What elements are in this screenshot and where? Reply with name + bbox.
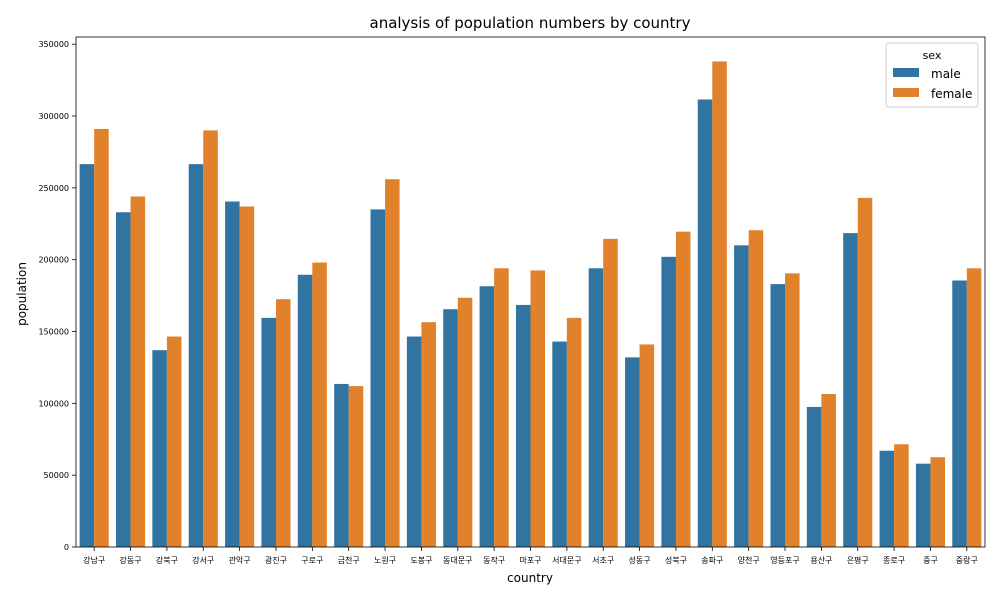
y-tick-label: 200000 (38, 256, 69, 265)
x-tick-label: 종로구 (883, 556, 905, 565)
y-tick-label: 50000 (44, 471, 69, 480)
bar-female (894, 444, 909, 547)
bar-male (297, 274, 313, 547)
bar-female (857, 197, 873, 547)
x-tick-label: 동작구 (483, 555, 505, 565)
bar-male (879, 450, 895, 547)
x-tick-label: 도봉구 (410, 556, 432, 565)
x-tick-label: 마포구 (519, 556, 541, 565)
bar-male (697, 99, 713, 548)
y-tick-label: 100000 (38, 399, 69, 408)
x-tick-label: 중구 (923, 556, 938, 565)
bar-female (930, 457, 946, 547)
legend-swatch-male (893, 68, 919, 77)
legend-label-female: female (931, 87, 972, 101)
y-tick-label: 300000 (38, 112, 69, 121)
bar-male (225, 201, 240, 547)
x-tick-label: 양천구 (738, 555, 760, 565)
x-axis-title: country (507, 571, 553, 585)
legend-title: sex (923, 49, 942, 62)
bar-male (188, 164, 204, 547)
bar-male (515, 304, 531, 547)
bar-female (130, 196, 146, 547)
x-tick-label: 강남구 (83, 555, 105, 565)
x-tick-label: 은평구 (847, 555, 869, 565)
bar-female (166, 336, 182, 547)
bar-male (843, 233, 858, 548)
bar-female (94, 128, 109, 547)
x-tick-label: 송파구 (701, 556, 723, 565)
bar-female (603, 238, 618, 547)
bar-female (275, 299, 291, 547)
x-tick-label: 중랑구 (956, 555, 978, 565)
x-tick-label: 서대문구 (552, 556, 581, 565)
bar-male (115, 212, 131, 547)
bar-female (639, 344, 655, 547)
bar-female (712, 61, 727, 547)
bar-male (261, 317, 276, 547)
bar-male (152, 350, 167, 547)
bar-female (966, 268, 982, 547)
bar-male (370, 209, 386, 548)
bar-male (806, 406, 822, 547)
bar-male (625, 357, 640, 547)
bar-female (203, 130, 218, 547)
bar-female (821, 394, 836, 547)
x-tick-label: 동대문구 (443, 556, 472, 565)
bar-male (588, 268, 604, 547)
bar-female (348, 386, 364, 547)
plot-frame (75, 36, 986, 548)
y-axis: 0 50000 100000 150000 200000 250000 300000 3500… (38, 40, 76, 552)
bar-male (770, 284, 786, 547)
bar-female (239, 206, 255, 548)
x-tick-label: 강동구 (119, 555, 141, 565)
bar-female (785, 273, 800, 547)
x-tick-label: 구로구 (301, 556, 323, 565)
bar-male (406, 336, 422, 547)
bar-female (457, 297, 473, 547)
y-tick-label: 0 (64, 543, 69, 552)
bar-male (552, 341, 567, 547)
bar-male (334, 383, 349, 547)
bar-male (915, 463, 931, 547)
legend: sex male female (885, 42, 979, 108)
bar-female (494, 268, 509, 547)
bar-male (479, 286, 495, 547)
bar-male (79, 164, 95, 547)
bar-female (530, 270, 546, 547)
bar-female (748, 230, 764, 548)
bar-female (312, 262, 327, 547)
legend-swatch-female (893, 88, 919, 97)
bar-female (421, 322, 436, 547)
chart-title: analysis of population numbers by countr… (370, 14, 691, 32)
legend-label-male: male (931, 67, 961, 81)
bar-female (566, 317, 582, 547)
bar-male (443, 309, 458, 547)
x-tick-label: 관악구 (229, 555, 251, 565)
y-tick-label: 350000 (38, 40, 69, 49)
x-tick-label: 용산구 (810, 555, 832, 565)
x-tick-label: 노원구 (374, 556, 396, 565)
x-tick-label: 금천구 (338, 555, 360, 565)
bars-layer (79, 61, 982, 548)
x-tick-label: 서초구 (592, 556, 614, 565)
y-tick-label: 150000 (38, 328, 69, 337)
x-tick-label: 영등포구 (770, 555, 799, 565)
x-tick-label: 광진구 (265, 555, 287, 565)
x-tick-label: 성북구 (665, 556, 687, 565)
y-tick-label: 250000 (38, 184, 69, 193)
y-axis-title: population (15, 262, 29, 326)
bar-male (734, 245, 749, 547)
x-tick-label: 성동구 (629, 556, 651, 565)
x-tick-label: 강북구 (156, 555, 178, 565)
bar-male (952, 280, 967, 547)
x-axis: 강남구 강동구 강북구 강서구 관악구 광진구 구로구 금천구 노원구 도봉구 동대문구 동작구 마포구… (83, 547, 978, 565)
bar-male (661, 256, 676, 547)
bar-female (675, 231, 691, 547)
x-tick-label: 강서구 (192, 555, 214, 565)
bar-female (385, 179, 400, 548)
